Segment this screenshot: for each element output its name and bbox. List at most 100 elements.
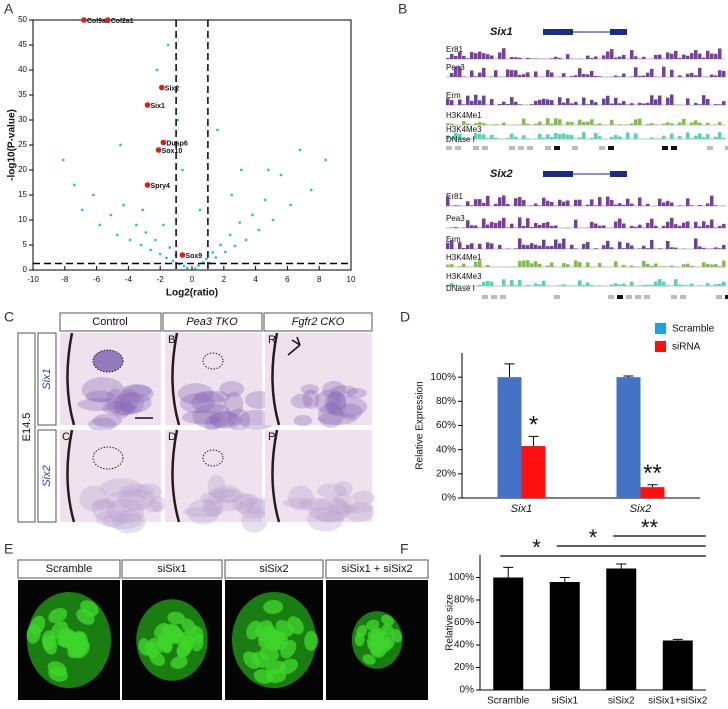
track-bar [554,225,558,228]
tissue-stain [288,485,314,511]
track-bar [718,132,722,139]
y-axis-title: Relative size [445,594,456,651]
track-bar [718,226,722,228]
bar [497,377,522,498]
track-bar [698,122,702,125]
track-bar [470,225,474,228]
track-bar [714,53,718,59]
x-tick-label: 6 [285,275,290,284]
track-bar [666,52,670,59]
tissue-stain [111,509,146,534]
track-bar [710,264,714,267]
track-bar [594,133,598,139]
track-bar [614,261,618,267]
track-bar [538,121,542,125]
track-bar [562,238,566,249]
tissue-stain [308,497,351,522]
track-bar [582,244,586,249]
track-bar [634,56,638,59]
tissue-stain [144,499,163,513]
y-tick-label: 35 [18,90,27,99]
error-bar [647,484,658,488]
legend-label: Scramble [672,324,715,335]
track-bar [686,221,690,228]
track-bar [670,247,674,249]
bar [493,577,524,690]
track-bar [598,285,602,286]
track-bar [630,203,634,206]
tissue-stain [239,493,258,507]
gene-point [257,228,261,232]
track-bar [474,133,478,139]
track-bar [558,199,562,206]
tissue-stain [193,390,231,403]
gene-label: Col2a1 [111,18,134,25]
gene-point [72,183,76,187]
track-bar [490,281,494,286]
track-bar [686,73,690,77]
track-bar [610,119,614,125]
track-bar [486,195,490,206]
track-bar [694,221,698,228]
track-bar [644,295,650,299]
track-bar [722,223,726,228]
track-label: Er81 [446,45,463,54]
bar [616,377,641,498]
gene-title: Six2 [490,168,513,180]
track-bar [622,248,626,249]
track-bar [486,138,490,139]
track-bar [570,76,574,77]
gene-label: Six1 [150,103,165,110]
panel-label: C [4,309,14,325]
gene-point [198,208,202,212]
track-bar [722,101,726,105]
track-bar [546,200,550,206]
track-bar [473,146,479,150]
track-bar [725,295,728,299]
plot-frame [32,19,352,271]
track-bar [450,53,454,59]
track-bar [680,295,686,299]
x-tick-label: -2 [157,275,165,284]
track-bar [722,281,726,286]
gene-point [141,208,145,212]
track-bar [546,69,550,77]
x-tick-label: Scramble [487,696,530,707]
track-bar [702,221,706,228]
track-bar [509,146,515,150]
gene-label: Sox10 [162,148,183,155]
track-bar [538,263,542,267]
track-bar [674,279,678,286]
track-bar [710,219,714,228]
track-bar [650,123,654,125]
track-bar [598,136,602,139]
tissue-stain [121,383,152,398]
row-gene: Six1 [41,368,53,389]
track-bar [522,260,526,267]
y-tick-label: 60% [454,617,474,628]
track-bar [546,285,550,286]
track-bar [702,137,706,139]
track-bar [538,99,542,105]
track-bar [718,104,722,105]
exon [543,29,573,35]
track-bar [630,281,634,286]
track-bar [542,137,546,139]
track-bar [450,100,454,105]
track-bar [618,124,622,125]
track-bar [458,133,462,139]
track-bar [538,224,542,228]
track-bar [618,218,622,228]
track-bar [666,122,670,125]
gene-point [144,231,148,234]
track-bar [618,103,622,105]
track-bar [686,263,690,267]
track-bar [690,72,694,77]
track-bar [614,75,618,77]
tissue-stain [343,503,375,522]
track-bar [654,99,658,105]
epithelium [171,429,181,523]
gene-point [109,213,113,217]
error-bar [672,638,683,641]
x-tick-label: 8 [317,275,322,284]
